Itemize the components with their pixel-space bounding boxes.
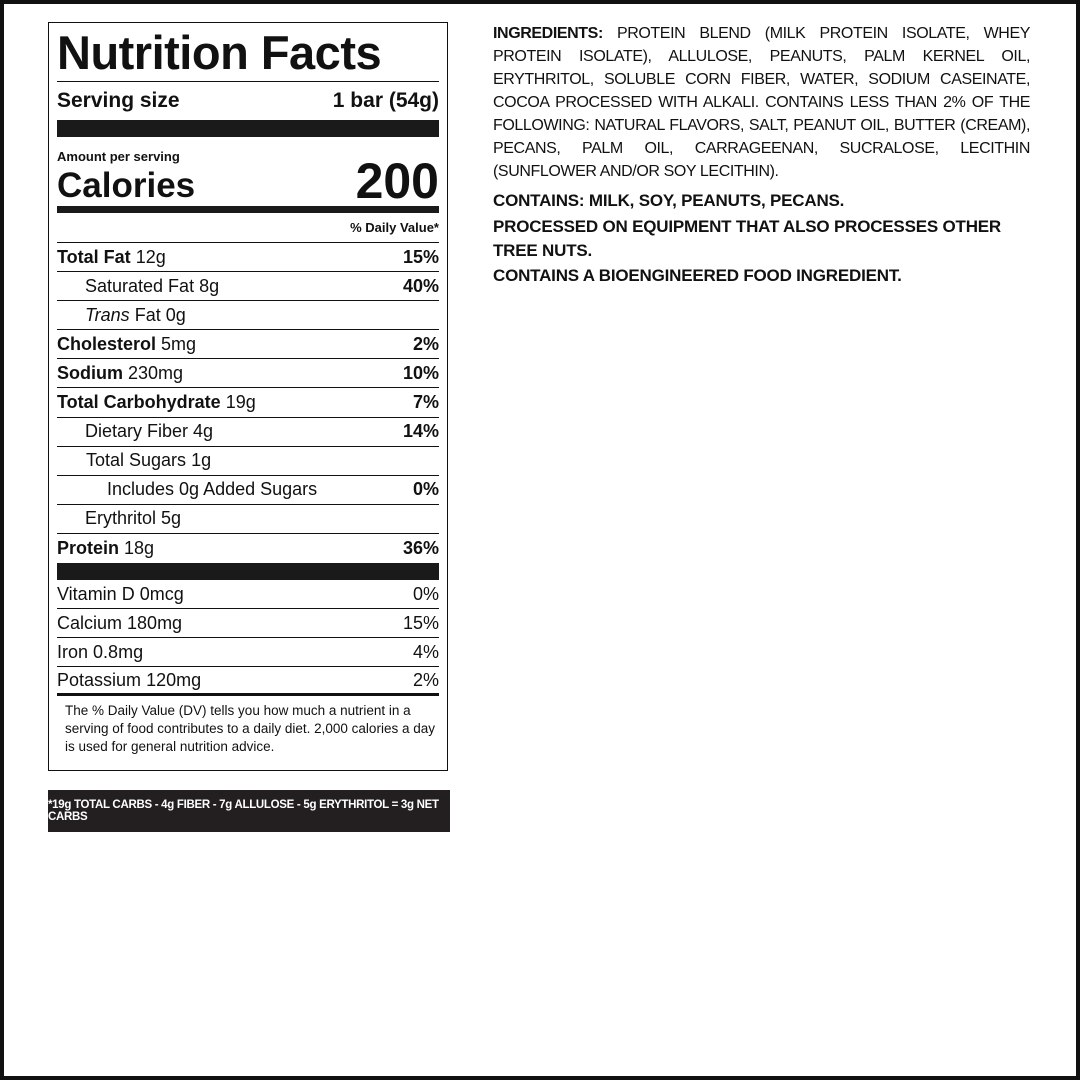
amount-per-serving: Amount per serving [57,149,180,164]
vitamin-list: Vitamin D 0mcg 0% Calcium 180mg 15% Iron 0… [57,580,439,697]
calories-label: Calories [57,166,196,205]
nutrient-row-erythritol: Erythritol 5g [57,505,439,534]
thick-divider [57,120,439,137]
nutrition-facts-panel: Nutrition Facts Serving size 1 bar (54g)… [48,22,448,771]
ingredients-text: INGREDIENTS: PROTEIN BLEND (MILK PROTEIN… [493,22,1030,183]
bioengineered-statement: CONTAINS A BIOENGINEERED FOOD INGREDIENT… [493,266,902,285]
vitamin-row-potassium: Potassium 120mg 2% [57,667,439,697]
nutrient-row-protein: Protein 18g 36% [57,537,439,558]
daily-value-header: % Daily Value* [57,213,439,243]
vitamin-row-vitamin-d: Vitamin D 0mcg 0% [57,580,439,610]
medium-divider [57,206,439,213]
nutrient-row-dietary-fiber: Dietary Fiber 4g 14% [57,418,439,447]
nutrient-row-added-sugars: Includes 0g Added Sugars 0% [57,476,439,505]
vitamin-row-iron: Iron 0.8mg 4% [57,638,439,668]
nutrient-row-total-sugars: Total Sugars 1g [57,447,439,476]
nutrient-row-cholesterol: Cholesterol 5mg 2% [57,330,439,360]
serving-size-row: Serving size 1 bar (54g) [57,82,439,120]
serving-size-label: Serving size [57,89,180,112]
calories-value: 200 [355,153,439,209]
nutrient-row-saturated-fat: Saturated Fat 8g 40% [57,272,439,302]
net-carbs-banner: *19g TOTAL CARBS - 4g FIBER - 7g ALLULOS… [48,790,450,832]
ingredients-heading: INGREDIENTS: [493,25,603,42]
thick-divider [57,563,439,581]
ingredients-list: PROTEIN BLEND (MILK PROTEIN ISOLATE, WHE… [493,25,1031,180]
nutrient-row-trans-fat: Trans Fat 0g [57,301,439,331]
calories-row: Calories 200 [57,156,439,206]
vitamin-row-calcium: Calcium 180mg 15% [57,609,439,639]
nutrient-row-total-fat: Total Fat 12g 15% [57,243,439,273]
allergen-contains: CONTAINS: MILK, SOY, PEANUTS, PECANS. [493,191,845,210]
daily-value-footnote: The % Daily Value (DV) tells you how muc… [65,703,435,755]
allergen-processed-statement: PROCESSED ON EQUIPMENT THAT ALSO PROCESS… [493,217,1002,260]
nutrition-facts-title: Nutrition Facts [57,25,439,82]
serving-size-value: 1 bar (54g) [332,89,439,112]
nutrient-row-sodium: Sodium 230mg 10% [57,359,439,389]
nutrient-list: Total Fat 12g 15% Saturated Fat 8g 40% Tra… [57,243,439,563]
nutrient-row-total-carbohydrate: Total Carbohydrate 19g 7% [57,388,439,418]
